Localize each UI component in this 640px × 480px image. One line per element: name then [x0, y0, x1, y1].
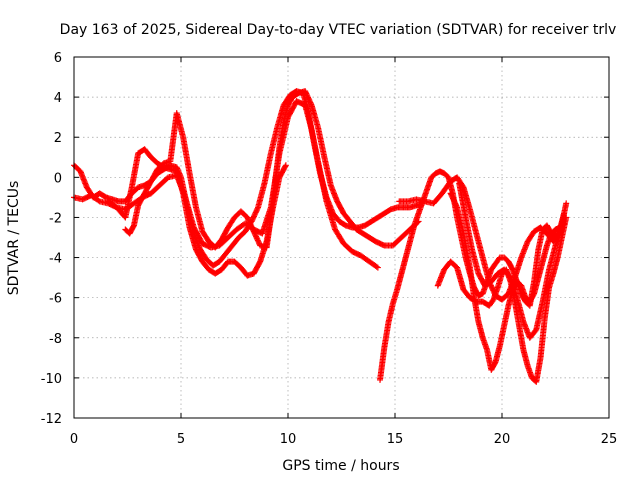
data-point	[561, 220, 568, 227]
y-tick-label: -2	[49, 211, 62, 226]
series-track-8	[447, 190, 568, 373]
y-tick-label: 2	[54, 131, 62, 146]
x-tick-label: 5	[177, 432, 185, 447]
data-point	[282, 162, 289, 169]
y-tick-label: 6	[54, 51, 62, 66]
plot-frame	[73, 56, 610, 419]
y-tick-label: -6	[49, 292, 62, 307]
y-tick-label: -4	[49, 252, 62, 267]
data-point	[558, 226, 565, 233]
data-point	[95, 197, 102, 204]
x-tick-label: 0	[70, 432, 78, 447]
data-point	[374, 264, 381, 271]
y-tick-label: 0	[54, 171, 62, 186]
data-point	[559, 221, 566, 228]
x-tick-label: 20	[494, 432, 511, 447]
data-point	[282, 163, 289, 170]
y-tick-label: -10	[41, 372, 62, 387]
chart-title: Day 163 of 2025, Sidereal Day-to-day VTE…	[60, 22, 617, 38]
data-points	[71, 88, 570, 385]
data-point	[563, 200, 570, 207]
data-point	[373, 263, 380, 270]
y-tick-label: -8	[49, 332, 62, 347]
series-track-4	[122, 88, 422, 251]
y-axis-label: SDTVAR / TECUs	[6, 181, 22, 296]
tick-labels: 0 5 10 15 20 25 -12 -10 -8 -6 -4 -2 0 2 4 6	[41, 51, 618, 447]
y-tick-label: -12	[41, 412, 62, 427]
x-tick-label: 25	[601, 432, 618, 447]
x-tick-label: 10	[280, 432, 297, 447]
y-tick-label: 4	[54, 91, 62, 106]
series-track-9	[456, 180, 565, 341]
x-axis-label: GPS time / hours	[282, 458, 399, 474]
data-point	[563, 214, 570, 221]
x-tick-label: 15	[387, 432, 404, 447]
